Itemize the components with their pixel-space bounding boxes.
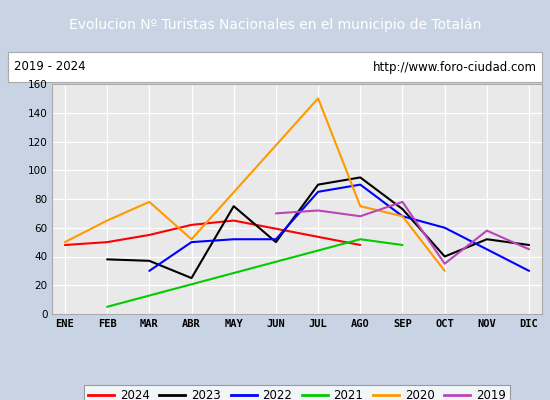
Text: Evolucion Nº Turistas Nacionales en el municipio de Totalán: Evolucion Nº Turistas Nacionales en el m… bbox=[69, 18, 481, 32]
Text: 2019 - 2024: 2019 - 2024 bbox=[14, 60, 85, 74]
Legend: 2024, 2023, 2022, 2021, 2020, 2019: 2024, 2023, 2022, 2021, 2020, 2019 bbox=[84, 384, 510, 400]
Text: http://www.foro-ciudad.com: http://www.foro-ciudad.com bbox=[372, 60, 536, 74]
